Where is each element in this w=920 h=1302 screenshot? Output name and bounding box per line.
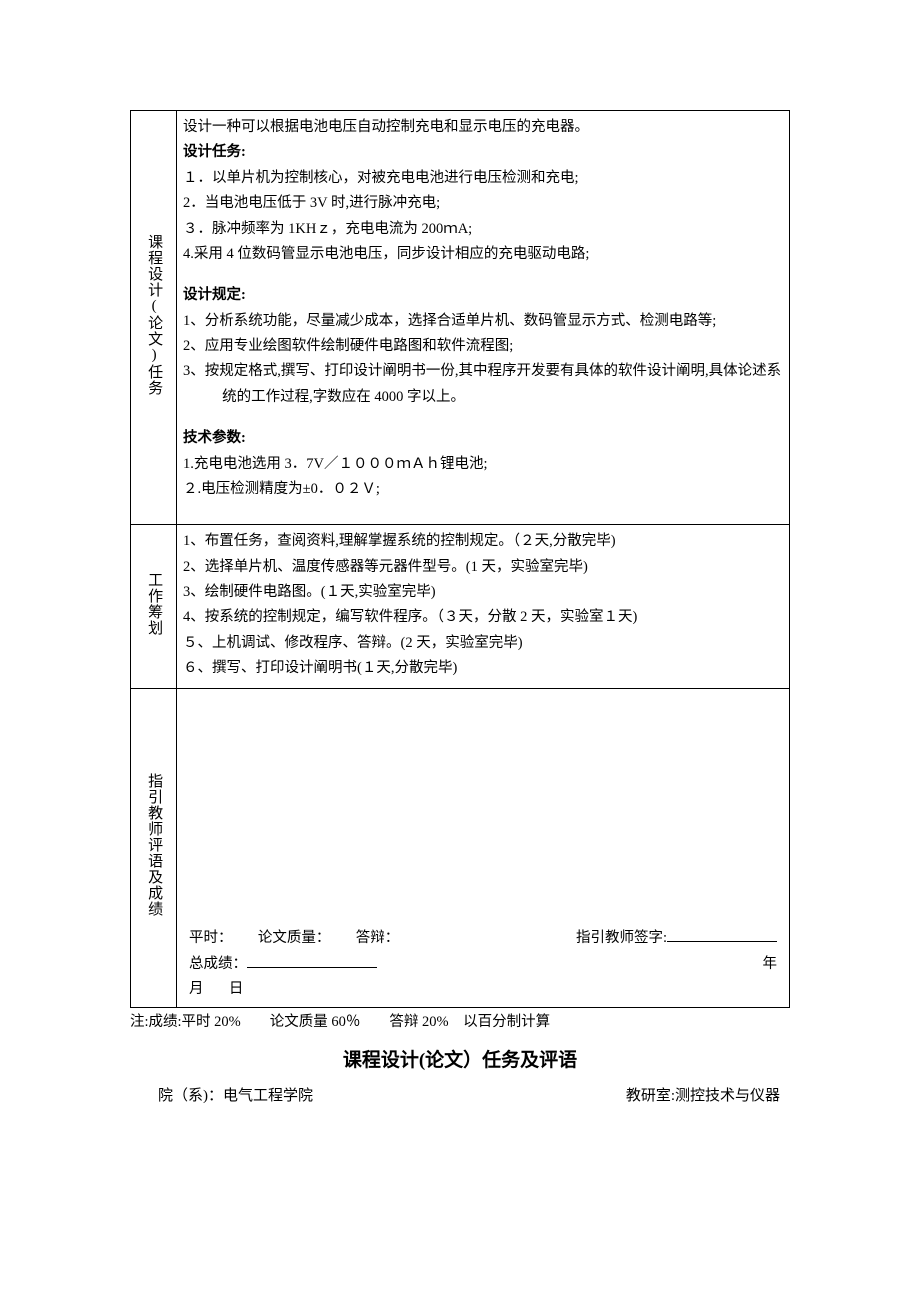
task-item: 2．当电池电压低于 3V 时,进行脉冲充电; <box>183 191 783 216</box>
normal-label: 平时： <box>189 930 233 946</box>
plan-item: 2、选择单片机、温度传感器等元器件型号。(1 天，实验室完毕) <box>183 555 783 580</box>
eval-line2: 总成绩： 年 <box>189 952 777 977</box>
section2-content: 1、布置任务，查阅资料,理解掌握系统的控制规定。（２天,分散完毕) 2、选择单片… <box>177 525 790 688</box>
task-item: １．以单片机为控制核心，对被充电电池进行电压检测和充电; <box>183 166 783 191</box>
month-label: 月 <box>189 981 204 997</box>
task-item: 4.采用 4 位数码管显示电池电压，同步设计相应的充电驱动电路; <box>183 242 783 267</box>
plan-item: 1、布置任务，查阅资料,理解掌握系统的控制规定。（２天,分散完毕) <box>183 529 783 554</box>
plan-item: 3、绘制硬件电路图。(１天,实验室完毕) <box>183 580 783 605</box>
section3-label-cell: 指引教师评语及成绩 <box>131 688 177 1007</box>
intro-text: 设计一种可以根据电池电压自动控制充电和显示电压的充电器。 <box>183 115 783 140</box>
param-item: 1.充电电池选用 3．7V／１０００ｍＡｈ锂电池; <box>183 452 783 477</box>
page-title: 课程设计(论文）任务及评语 <box>130 1045 790 1072</box>
section3-label: 指引教师评语及成绩 <box>145 773 162 917</box>
sign-line <box>667 927 777 943</box>
lab: 教研室:测控技术与仪器 <box>626 1082 780 1111</box>
plan-item: 4、按系统的控制规定，编写软件程序。（３天，分散 2 天，实验室１天) <box>183 605 783 630</box>
sign-label: 指引教师签字: <box>576 930 667 946</box>
param-title: 技术参数: <box>183 426 783 451</box>
eval-line1: 平时： 论文质量： 答辩： 指引教师签字: <box>189 926 777 951</box>
table-row: 工作筹划 1、布置任务，查阅资料,理解掌握系统的控制规定。（２天,分散完毕) 2… <box>131 525 790 688</box>
eval-line3: 月 日 <box>189 977 777 1002</box>
section1-label: 课程设计(论文)任务 <box>145 234 162 396</box>
rule-item: 2、应用专业绘图软件绘制硬件电路图和软件流程图; <box>183 334 783 359</box>
section1-label-cell: 课程设计(论文)任务 <box>131 111 177 525</box>
plan-item: ６、撰写、打印设计阐明书(１天,分散完毕) <box>183 656 783 681</box>
section3-content: 平时： 论文质量： 答辩： 指引教师签字: 总成绩： 年 月 日 <box>177 688 790 1007</box>
total-line <box>247 952 377 968</box>
page: 课程设计(论文)任务 设计一种可以根据电池电压自动控制充电和显示电压的充电器。 … <box>0 0 920 1170</box>
task-title: 设计任务: <box>183 140 783 165</box>
dept-value: 电气工程学院 <box>223 1088 313 1104</box>
main-table: 课程设计(论文)任务 设计一种可以根据电池电压自动控制充电和显示电压的充电器。 … <box>130 110 790 1008</box>
plan-item: ５、上机调试、修改程序、答辩。(2 天，实验室完毕) <box>183 631 783 656</box>
eval-footer: 平时： 论文质量： 答辩： 指引教师签字: 总成绩： 年 月 日 <box>189 926 777 1002</box>
table-row: 指引教师评语及成绩 平时： 论文质量： 答辩： 指引教师签字: 总成绩： 年 <box>131 688 790 1007</box>
day-label: 日 <box>229 981 244 997</box>
rule-title: 设计规定: <box>183 283 783 308</box>
lab-value: 测控技术与仪器 <box>675 1088 780 1104</box>
defense-label: 答辩： <box>356 930 400 946</box>
quality-label: 论文质量： <box>258 930 331 946</box>
lab-label: 教研室: <box>626 1088 675 1104</box>
dept-label: 院（系)： <box>158 1088 223 1104</box>
section2-label-cell: 工作筹划 <box>131 525 177 688</box>
year-label: 年 <box>763 952 778 977</box>
param-item: ２.电压检测精度为±0．０２Ｖ; <box>183 477 783 502</box>
meta-row: 院（系)：电气工程学院 教研室:测控技术与仪器 <box>130 1082 790 1111</box>
total-label: 总成绩： <box>189 956 247 972</box>
task-item: ３．脉冲频率为 1KHｚ，充电电流为 200ｍA; <box>183 217 783 242</box>
section1-content: 设计一种可以根据电池电压自动控制充电和显示电压的充电器。 设计任务: １．以单片… <box>177 111 790 525</box>
note-text: 注:成绩:平时 20% 论文质量 60％ 答辩 20% 以百分制计算 <box>130 1010 790 1031</box>
rule-item: 3、按规定格式,撰写、打印设计阐明书一份,其中程序开发要有具体的软件设计阐明,具… <box>183 359 783 410</box>
dept: 院（系)：电气工程学院 <box>158 1082 313 1111</box>
table-row: 课程设计(论文)任务 设计一种可以根据电池电压自动控制充电和显示电压的充电器。 … <box>131 111 790 525</box>
section2-label: 工作筹划 <box>145 572 162 636</box>
rule-item: 1、分析系统功能，尽量减少成本，选择合适单片机、数码管显示方式、检测电路等; <box>183 309 783 334</box>
